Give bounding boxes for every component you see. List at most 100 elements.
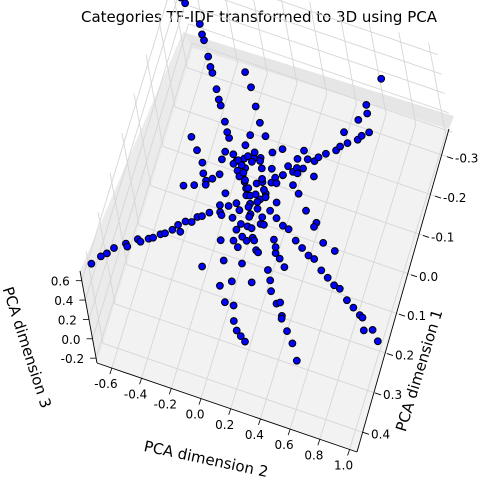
tick-labels: -0.6 -0.4 -0.2 0.0 0.2 0.4 0.6 0.8 1.0 -0.3 -0.2 -0… bbox=[51, 152, 479, 473]
data-point bbox=[275, 254, 284, 263]
grid-line-z-back bbox=[184, 3, 446, 94]
data-point bbox=[330, 247, 339, 255]
grid-line-x-floor bbox=[114, 303, 376, 394]
y-tick-label: -0.4 bbox=[124, 387, 147, 401]
data-point bbox=[97, 252, 105, 261]
z-tick-label: 0.0 bbox=[61, 333, 80, 347]
data-point bbox=[247, 83, 255, 92]
grid-line-z-left bbox=[81, 0, 168, 281]
grid-line-z-left bbox=[84, 0, 178, 301]
data-point bbox=[266, 206, 275, 215]
data-point bbox=[258, 213, 267, 222]
grid-line-x-floor bbox=[186, 67, 448, 158]
grid-line-x-left bbox=[109, 172, 128, 265]
data-point bbox=[284, 162, 293, 171]
data-point bbox=[201, 180, 210, 189]
data-point bbox=[359, 326, 368, 335]
data-point bbox=[187, 133, 196, 141]
data-point bbox=[238, 232, 247, 241]
grid-line-x-floor bbox=[150, 185, 412, 276]
data-point bbox=[232, 326, 241, 335]
y-tick-mark bbox=[198, 398, 202, 405]
data-point bbox=[264, 266, 272, 274]
x-tick-mark bbox=[398, 313, 406, 317]
x-tick-mark bbox=[362, 431, 370, 435]
x-tick-label: 0.4 bbox=[371, 427, 390, 441]
grid-line-z-back bbox=[191, 42, 453, 133]
data-point bbox=[323, 273, 332, 282]
data-point bbox=[190, 181, 199, 190]
data-point bbox=[256, 118, 264, 127]
data-point bbox=[221, 298, 229, 307]
z-tick-label: 0.6 bbox=[51, 275, 70, 289]
y-tick-label: 0.0 bbox=[185, 408, 204, 422]
data-point bbox=[303, 155, 312, 164]
data-point bbox=[246, 131, 255, 140]
x-tick-mark bbox=[434, 195, 442, 199]
data-point bbox=[267, 287, 276, 296]
data-point bbox=[219, 256, 228, 265]
data-point bbox=[216, 236, 225, 245]
z-tick-label: -0.2 bbox=[61, 352, 84, 366]
data-point bbox=[248, 157, 256, 166]
data-point bbox=[241, 337, 249, 346]
x-tick-label: 0.0 bbox=[419, 270, 438, 284]
data-point bbox=[343, 296, 351, 305]
data-point bbox=[187, 218, 196, 226]
data-point bbox=[227, 277, 236, 286]
data-point bbox=[103, 249, 111, 258]
data-point bbox=[181, 0, 189, 8]
grid-line-x-left bbox=[121, 133, 140, 226]
x-tick-mark bbox=[422, 235, 430, 238]
data-point bbox=[322, 149, 330, 158]
data-point bbox=[241, 68, 250, 76]
data-point bbox=[228, 213, 237, 222]
data-point bbox=[198, 30, 206, 39]
data-point bbox=[218, 155, 226, 164]
y-tick-mark bbox=[228, 408, 232, 415]
y-tick-label: -0.2 bbox=[154, 397, 177, 411]
data-point bbox=[298, 244, 307, 252]
data-point bbox=[247, 278, 256, 287]
data-point bbox=[260, 220, 268, 229]
z-axis-label: PCA dimension 3 bbox=[0, 284, 55, 410]
grid-line-x-left bbox=[174, 0, 188, 68]
y-tick-label: 0.2 bbox=[215, 418, 234, 432]
data-point bbox=[373, 337, 382, 346]
data-point bbox=[212, 85, 221, 94]
back-pane bbox=[183, 32, 454, 129]
y-tick-label: 0.6 bbox=[275, 438, 294, 452]
data-point bbox=[251, 190, 260, 199]
chart-title: Categories TF-IDF transformed to 3D usin… bbox=[81, 8, 438, 26]
grid-line-y-floor bbox=[111, 52, 209, 369]
data-point bbox=[284, 225, 293, 234]
data-point bbox=[216, 281, 224, 290]
data-point bbox=[260, 185, 268, 194]
data-point bbox=[161, 229, 169, 238]
y-tick-mark bbox=[287, 428, 291, 436]
data-point bbox=[261, 193, 270, 202]
data-point bbox=[330, 281, 339, 290]
grid-line-x-left bbox=[145, 54, 164, 147]
data-point bbox=[336, 142, 345, 151]
data-point bbox=[257, 164, 266, 173]
data-point bbox=[193, 146, 201, 155]
data-point bbox=[87, 259, 96, 268]
data-point bbox=[214, 95, 223, 104]
data-point bbox=[247, 224, 256, 233]
data-point bbox=[362, 101, 371, 109]
data-point bbox=[229, 301, 238, 310]
data-point bbox=[221, 117, 229, 126]
data-point bbox=[279, 221, 287, 230]
data-point bbox=[278, 145, 287, 154]
grid-line-y-back bbox=[428, 42, 447, 135]
grid-line-y-floor bbox=[170, 73, 268, 389]
grid-line-y-back bbox=[309, 1, 328, 94]
data-point bbox=[123, 242, 132, 251]
data-point bbox=[254, 248, 263, 257]
data-point bbox=[136, 237, 145, 246]
grid-line-y-back bbox=[253, 0, 268, 74]
data-point bbox=[205, 208, 214, 217]
grid-line-z-left bbox=[88, 4, 186, 320]
data-point bbox=[363, 109, 372, 118]
